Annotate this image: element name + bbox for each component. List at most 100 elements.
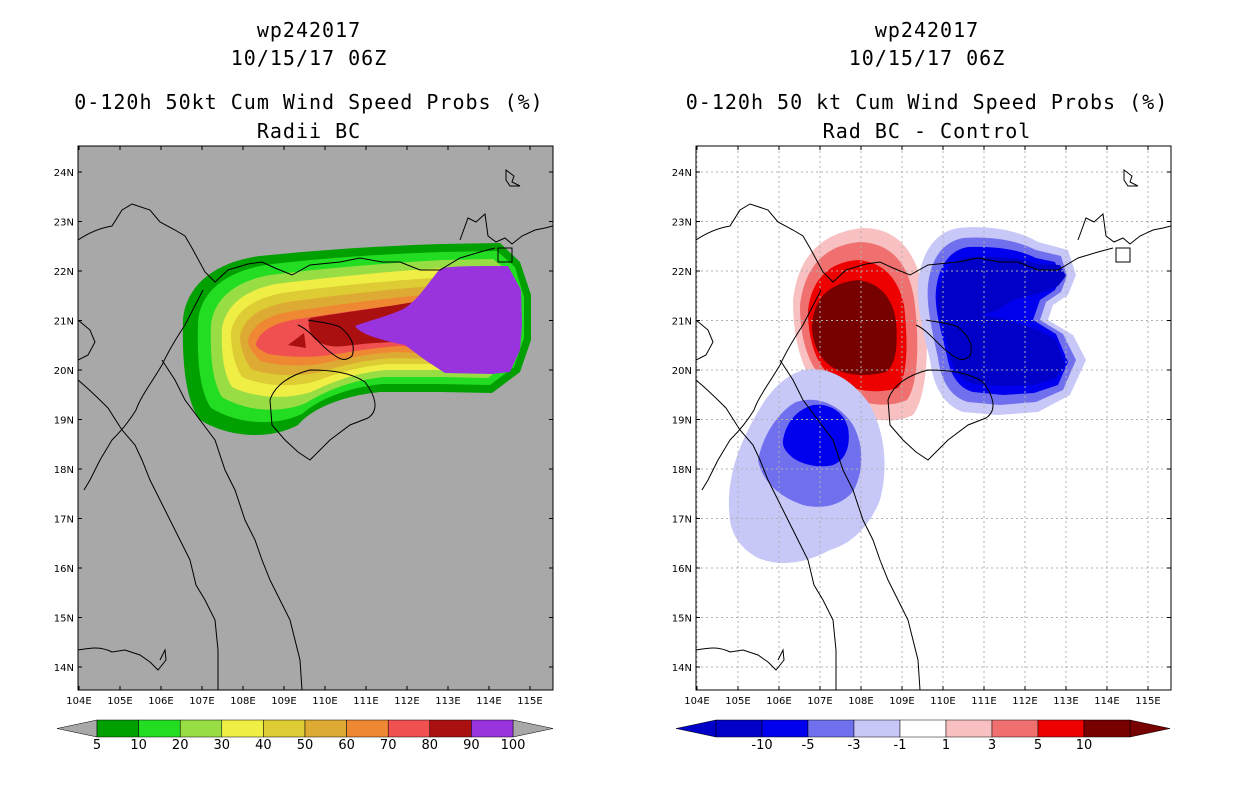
colorbar-label: 50 [297,738,314,753]
colorbar-label: -3 [848,738,861,753]
lon-tick-label: 107E [189,696,214,707]
colorbar-swatch [138,719,181,738]
lon-tick-label: 105E [107,696,132,707]
colorbar-label: 5 [1034,738,1042,753]
lat-tick-label: 20N [672,366,692,377]
colorbar-swatch [761,719,809,738]
lat-tick-label: 15N [54,614,74,625]
colorbar-arrow-high [1129,719,1171,738]
lat-tick-label: 14N [54,663,74,674]
lat-tick-label: 15N [672,614,692,625]
colorbar-swatch [853,719,901,738]
left-storm-id: wp242017 [256,18,362,42]
lon-tick-label: 115E [1135,696,1160,707]
colorbar-swatch [96,719,139,738]
lat-tick-label: 14N [672,663,692,674]
lon-tick-label: 112E [1012,696,1037,707]
right-datetime: 10/15/17 06Z [848,46,1006,70]
lon-tick-label: 106E [148,696,173,707]
left-product-title: 0-120h 50kt Cum Wind Speed Probs (%) [74,90,544,114]
colorbar-label: 5 [93,738,101,753]
colorbar-swatch [429,719,472,738]
colorbar-label: -10 [751,738,772,753]
colorbar-swatch [991,719,1039,738]
lat-tick-label: 16N [672,564,692,575]
colorbar-swatch [304,719,347,738]
colorbar-label: 3 [988,738,996,753]
colorbar-arrow-low [675,719,717,738]
lon-tick-label: 110E [930,696,955,707]
right-colorbar: -10 -5 -3 -1 1 3 5 10 [675,719,1171,753]
colorbar-label: 10 [130,738,147,753]
right-storm-id: wp242017 [874,18,980,42]
lat-tick-label: 21N [672,317,692,328]
lon-tick-label: 108E [230,696,255,707]
lon-tick-label: 105E [725,696,750,707]
colorbar-swatch [221,719,264,738]
left-datetime: 10/15/17 06Z [230,46,388,70]
colorbar-label: 1 [942,738,950,753]
lat-tick-label: 21N [54,317,74,328]
right-grid [696,146,1171,690]
right-product-title: 0-120h 50 kt Cum Wind Speed Probs (%) [685,90,1169,114]
colorbar-label: 90 [463,738,480,753]
lon-tick-label: 109E [271,696,296,707]
lat-tick-label: 16N [54,564,74,575]
colorbar-swatch [945,719,993,738]
left-colorbar: 5 10 20 30 40 50 60 70 80 90 100 [56,719,554,753]
lon-tick-label: 107E [807,696,832,707]
lon-tick-label: 113E [435,696,460,707]
colorbar-label: 70 [380,738,397,753]
right-panel: wp242017 10/15/17 06Z 0-120h 50 kt Cum W… [618,0,1236,800]
colorbar-swatch [263,719,306,738]
colorbar-swatch [471,719,514,738]
left-axis-ticks: 24N 23N 22N 21N 20N 19N 18N 17N 16N 15N 14N 104E 105… [54,146,553,707]
colorbar-swatch [715,719,763,738]
left-coastlines [78,169,553,690]
colorbar-swatch [387,719,431,738]
lat-tick-label: 23N [54,218,74,229]
colorbar-swatch [807,719,855,738]
lon-tick-label: 109E [889,696,914,707]
lon-tick-label: 113E [1053,696,1078,707]
colorbar-swatch [1083,719,1131,738]
colorbar-label: -1 [894,738,907,753]
difference-field [728,227,1086,564]
lat-tick-label: 22N [54,267,74,278]
lat-tick-label: 20N [54,366,74,377]
colorbar-arrow-low [56,719,98,738]
right-subtitle: Rad BC - Control [822,119,1032,143]
lat-tick-label: 19N [672,416,692,427]
lon-tick-label: 111E [353,696,378,707]
lat-tick-label: 18N [54,465,74,476]
lon-tick-label: 111E [971,696,996,707]
colorbar-label: 40 [255,738,272,753]
left-panel: wp242017 10/15/17 06Z 0-120h 50kt Cum Wi… [54,18,554,753]
colorbar-swatch [1037,719,1085,738]
colorbar-label: 30 [214,738,231,753]
lon-tick-label: 108E [848,696,873,707]
lat-tick-label: 17N [672,515,692,526]
lat-tick-label: 23N [672,218,692,229]
lat-tick-label: 22N [672,267,692,278]
colorbar-label: 20 [172,738,189,753]
lat-tick-label: 17N [54,515,74,526]
left-map-background [78,146,553,690]
lon-tick-label: 114E [1094,696,1119,707]
colorbar-label: 80 [422,738,439,753]
right-axis-ticks: 24N 23N 22N 21N 20N 19N 18N 17N 16N 15N 14N 104E 105… [672,146,1171,707]
lon-tick-label: 106E [766,696,791,707]
colorbar-swatch [179,719,223,738]
lon-tick-label: 112E [394,696,419,707]
colorbar-swatch [899,719,947,738]
lon-tick-label: 104E [66,696,91,707]
lon-tick-label: 104E [684,696,709,707]
left-subtitle: Radii BC [256,119,362,143]
lat-tick-label: 24N [672,168,692,179]
colorbar-label: 100 [501,738,526,753]
lat-tick-label: 24N [54,168,74,179]
lat-tick-label: 19N [54,416,74,427]
colorbar-label: -5 [802,738,815,753]
